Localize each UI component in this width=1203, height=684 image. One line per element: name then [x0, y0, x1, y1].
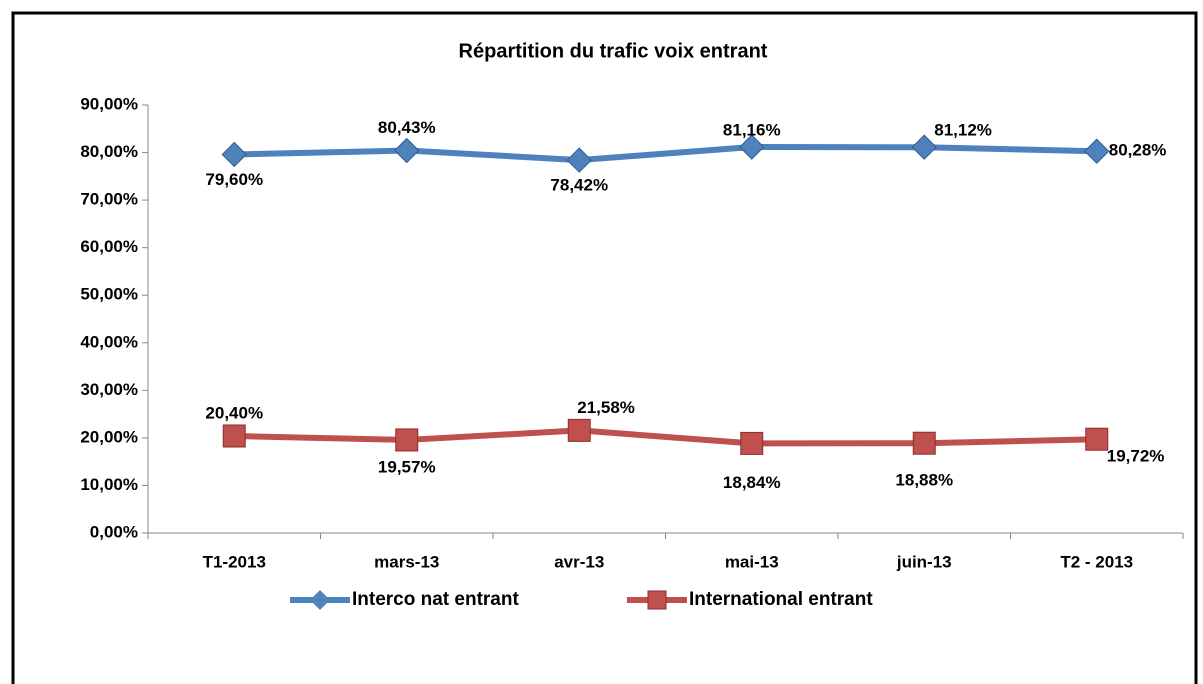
- y-tick-label: 90,00%: [80, 94, 138, 113]
- marker: [912, 431, 936, 455]
- y-tick-label: 0,00%: [90, 522, 138, 541]
- legend-marker: [310, 590, 330, 610]
- y-tick-label: 70,00%: [80, 190, 138, 209]
- marker: [567, 418, 591, 442]
- marker: [221, 141, 247, 168]
- x-tick-label: T2 - 2013: [1060, 552, 1133, 571]
- chart-frame: [11, 11, 1198, 684]
- data-label: 19,72%: [1107, 447, 1165, 466]
- chart-title: Répartition du trafic voix entrant: [459, 40, 768, 62]
- y-tick-label: 80,00%: [80, 142, 138, 161]
- data-label: 81,12%: [934, 121, 992, 140]
- data-label: 21,58%: [577, 398, 635, 417]
- data-label: 18,88%: [895, 471, 953, 490]
- data-label: 79,60%: [205, 170, 263, 189]
- marker: [395, 428, 419, 452]
- marker: [740, 431, 764, 455]
- marker: [566, 147, 592, 173]
- data-label: 80,28%: [1109, 141, 1167, 160]
- marker: [394, 137, 420, 164]
- data-label: 81,16%: [723, 121, 781, 140]
- x-tick-label: T1-2013: [203, 552, 266, 571]
- x-tick-label: avr-13: [554, 552, 604, 571]
- series-line: [234, 427, 1097, 447]
- legend-label: Interco nat entrant: [352, 589, 519, 610]
- data-label: 80,43%: [378, 118, 436, 137]
- data-label: 78,42%: [550, 176, 608, 195]
- legend-label: International entrant: [689, 589, 873, 610]
- legend-marker: [647, 590, 667, 610]
- marker: [222, 424, 246, 448]
- marker: [1085, 427, 1109, 451]
- x-tick-label: mai-13: [725, 552, 779, 571]
- x-tick-label: juin-13: [896, 552, 952, 571]
- data-label: 18,84%: [723, 473, 781, 492]
- data-label: 19,57%: [378, 457, 436, 476]
- data-label: 20,40%: [205, 403, 263, 422]
- y-tick-label: 30,00%: [80, 380, 138, 399]
- y-tick-label: 10,00%: [80, 475, 138, 494]
- y-tick-label: 20,00%: [80, 427, 138, 446]
- y-tick-label: 50,00%: [80, 285, 138, 304]
- marker: [911, 134, 937, 160]
- x-tick-label: mars-13: [374, 552, 439, 571]
- marker: [1084, 138, 1110, 164]
- marker: [739, 134, 765, 160]
- series-line: [234, 144, 1097, 164]
- y-tick-label: 40,00%: [80, 332, 138, 351]
- y-tick-label: 60,00%: [80, 237, 138, 256]
